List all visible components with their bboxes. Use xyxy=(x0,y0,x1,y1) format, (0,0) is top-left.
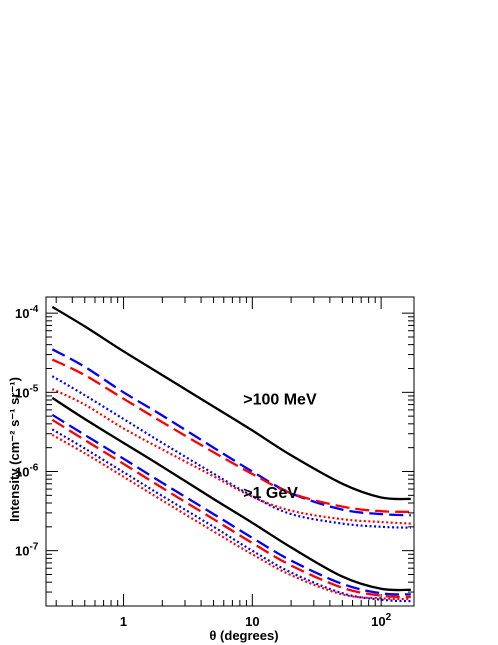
y-tick-label-exponent: -6 xyxy=(29,462,38,473)
series-line-1 xyxy=(51,348,411,517)
y-tick-label-exponent: -4 xyxy=(29,304,38,315)
y-tick-label-exponent: -5 xyxy=(29,383,38,394)
series-line-5 xyxy=(51,396,411,592)
y-tick-label-exponent: -7 xyxy=(29,542,38,553)
series-line-3 xyxy=(51,375,411,529)
series-line-9 xyxy=(51,433,411,601)
series-line-0 xyxy=(51,305,411,501)
annotation-label: >1 GeV xyxy=(243,485,298,502)
series-line-6 xyxy=(51,413,411,596)
x-tick-label: 10 xyxy=(245,614,259,629)
annotations: >100 MeV >1 GeV xyxy=(243,392,317,503)
annotation-label: >100 MeV xyxy=(243,392,317,409)
y-tick-label: 10-7 xyxy=(15,542,39,559)
y-tick-label: 10-4 xyxy=(15,304,39,321)
x-tick-label-exponent: 2 xyxy=(386,612,392,623)
axis-ticks xyxy=(46,297,414,607)
plot-frame xyxy=(45,296,415,607)
x-tick-label: 102 xyxy=(371,612,391,629)
x-axis-title: θ (degrees) xyxy=(209,628,278,643)
x-tick-label: 1 xyxy=(120,614,127,629)
series-line-7 xyxy=(51,418,411,599)
series-line-2 xyxy=(51,358,411,513)
y-axis-title: Intensity (cm⁻² s⁻¹ sr⁻¹) xyxy=(7,377,22,522)
series-lines xyxy=(51,305,411,603)
series-line-8 xyxy=(51,428,411,603)
